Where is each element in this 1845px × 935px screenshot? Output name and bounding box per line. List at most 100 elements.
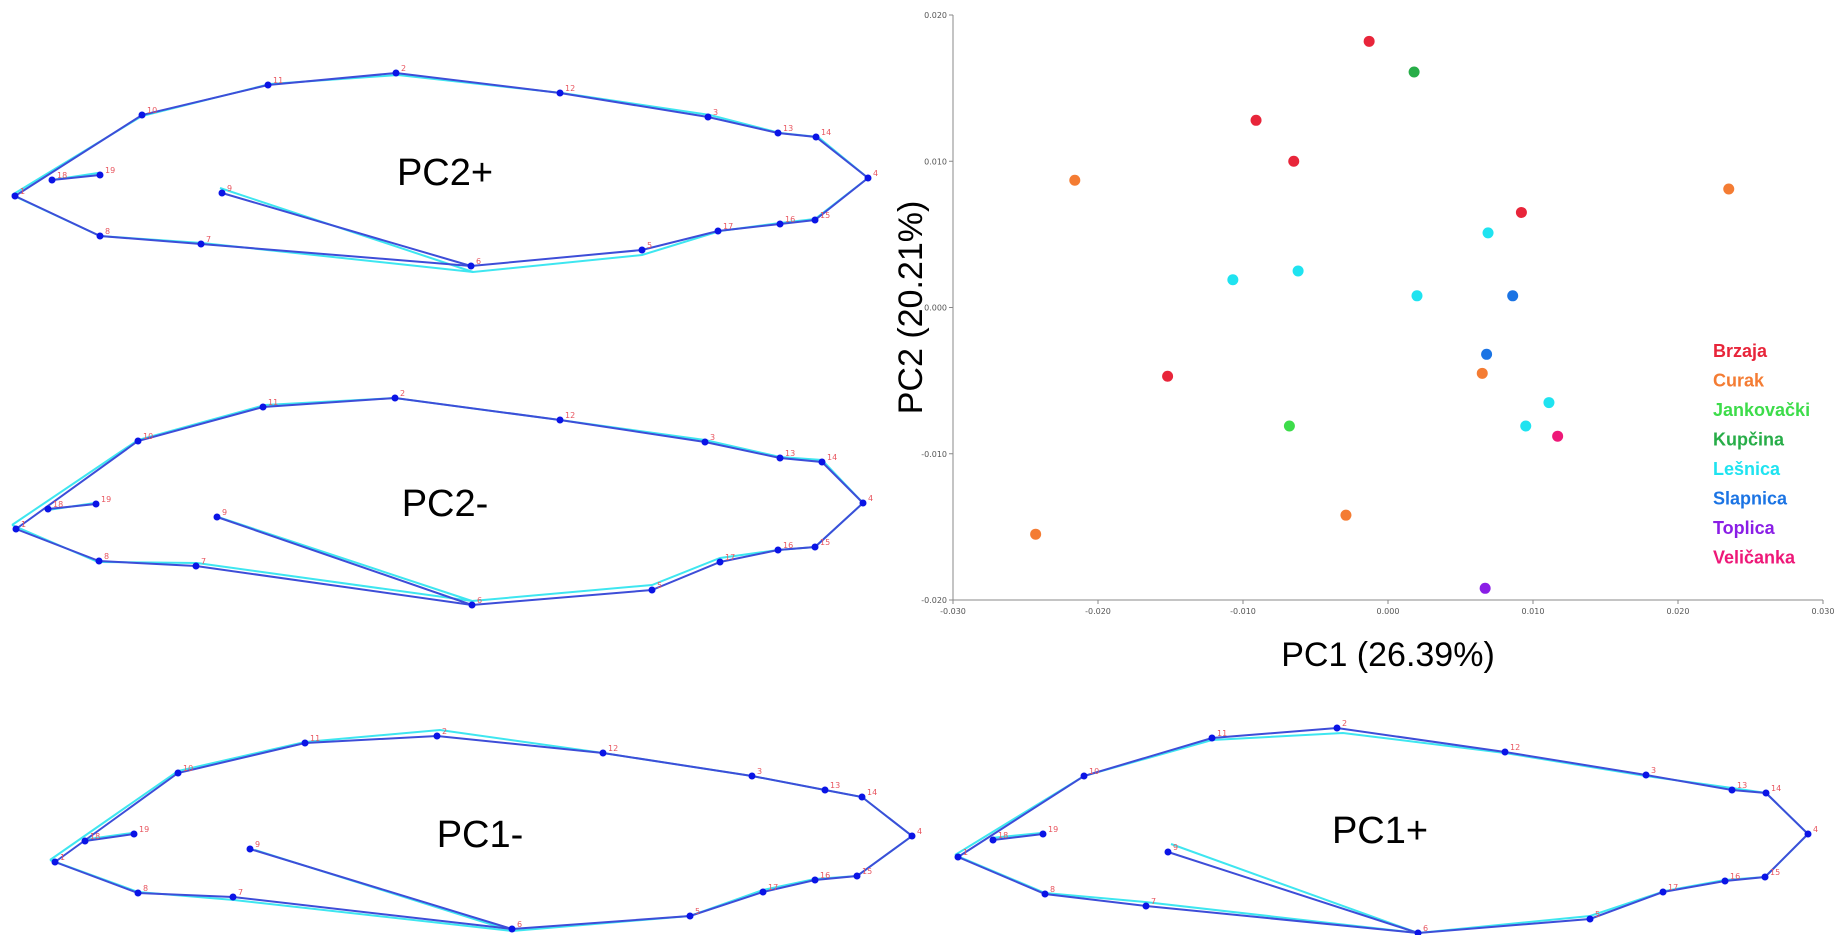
landmark-label: 12 [1510,743,1520,752]
landmark-label: 11 [273,76,283,85]
landmark-point [853,872,861,880]
wing-panel-pc1-plus: 1 18 19 9 10 11 2 12 3 13 14 4 15 16 17 5 6 7 8 PC1+ [954,719,1818,935]
landmark-point [1414,929,1422,935]
legend-entry: Brzaja [1713,341,1768,361]
landmark-point [774,546,782,554]
landmark-point [811,543,819,551]
legend-entry: Lešnica [1713,459,1781,479]
landmark-label: 16 [785,215,795,224]
landmark-point [433,732,441,740]
landmark-label: 19 [101,495,111,504]
landmark-label: 15 [862,867,872,876]
scatter-point [1481,348,1493,360]
landmark-label: 6 [477,596,482,605]
landmark-label: 2 [400,389,405,398]
landmark-label: 6 [476,257,481,266]
landmark-label: 18 [998,831,1008,840]
legend-entry: Curak [1713,371,1765,391]
scatter-point [1288,155,1300,167]
landmark-point [774,129,782,137]
landmark-point [218,189,226,197]
x-tick-label: 0.030 [1812,607,1835,616]
scatter-point [1482,227,1494,239]
landmark-point [648,586,656,594]
landmark-point [1501,748,1509,756]
landmark-point [92,500,100,508]
x-tick-label: 0.020 [1667,607,1690,616]
landmark-point [246,845,254,853]
landmark-point [704,113,712,121]
wing-vein-line [992,833,1044,841]
landmark-point [1080,772,1088,780]
landmark-point [12,525,20,533]
x-tick-label: -0.010 [1230,607,1256,616]
legend-entry: Toplica [1713,518,1776,538]
landmark-label: 19 [105,166,115,175]
landmark-point [95,557,103,565]
scatter-point [1250,114,1262,126]
legend-entry: Jankovački [1713,400,1810,420]
landmark-label: 16 [820,871,830,880]
landmark-point [1762,789,1770,797]
landmark-label: 10 [1089,767,1099,776]
landmark-point [44,505,52,513]
landmark-label: 1 [963,848,968,857]
landmark-label: 16 [783,541,793,550]
landmark-point [1761,873,1769,881]
landmark-label: 12 [565,84,575,93]
wing-panel-title: PC2- [402,483,489,525]
landmark-label: 1 [60,853,65,862]
scatter-point [1543,397,1555,409]
scatter-point [1520,420,1532,432]
landmark-point [392,69,400,77]
landmark-label: 13 [830,781,840,790]
landmark-label: 10 [183,764,193,773]
landmark-point [858,793,866,801]
scatter-point [1552,430,1564,442]
wing-panel-pc2-minus: 1 18 19 9 10 11 2 12 3 13 14 4 15 16 17 5 6 7 8 PC2- [11,389,873,609]
landmark-point [1164,848,1172,856]
landmark-point [134,889,142,897]
landmark-label: 4 [917,827,922,836]
y-tick-label: -0.020 [921,596,947,605]
landmark-point [11,192,19,200]
landmark-point [599,749,607,757]
landmark-label: 7 [206,235,211,244]
landmark-label: 3 [710,433,715,442]
landmark-point [1804,830,1812,838]
landmark-point [811,216,819,224]
landmark-label: 2 [442,727,447,736]
landmark-point [508,925,516,933]
scatter-point [1227,274,1239,286]
landmark-point [1333,724,1341,732]
landmark-label: 2 [1342,719,1347,728]
landmark-point [776,220,784,228]
x-tick-label: -0.030 [940,607,966,616]
landmark-label: 15 [820,211,830,220]
landmark-point [259,403,267,411]
landmark-point [213,513,221,521]
wing-vein-line [47,503,97,510]
landmark-point [821,786,829,794]
wing-vein-line [1167,851,1419,934]
wing-vein-line [51,174,101,181]
wing-vein-line [249,848,513,930]
landmark-point [716,558,724,566]
landmark-point [301,739,309,747]
x-axis-title: PC1 (26.39%) [1281,636,1495,674]
landmark-point [859,499,867,507]
landmark-point [759,888,767,896]
landmark-label: 10 [143,432,153,441]
landmark-point [96,171,104,179]
landmark-point [864,174,872,182]
wing-vein-line [990,832,1042,839]
x-tick-label: 0.010 [1522,607,1545,616]
landmark-label: 9 [1173,843,1178,852]
scatter-point [1408,66,1420,78]
landmark-label: 3 [757,767,762,776]
landmark-point [174,769,182,777]
landmark-label: 13 [785,449,795,458]
landmark-label: 5 [647,241,652,250]
landmark-point [701,438,709,446]
